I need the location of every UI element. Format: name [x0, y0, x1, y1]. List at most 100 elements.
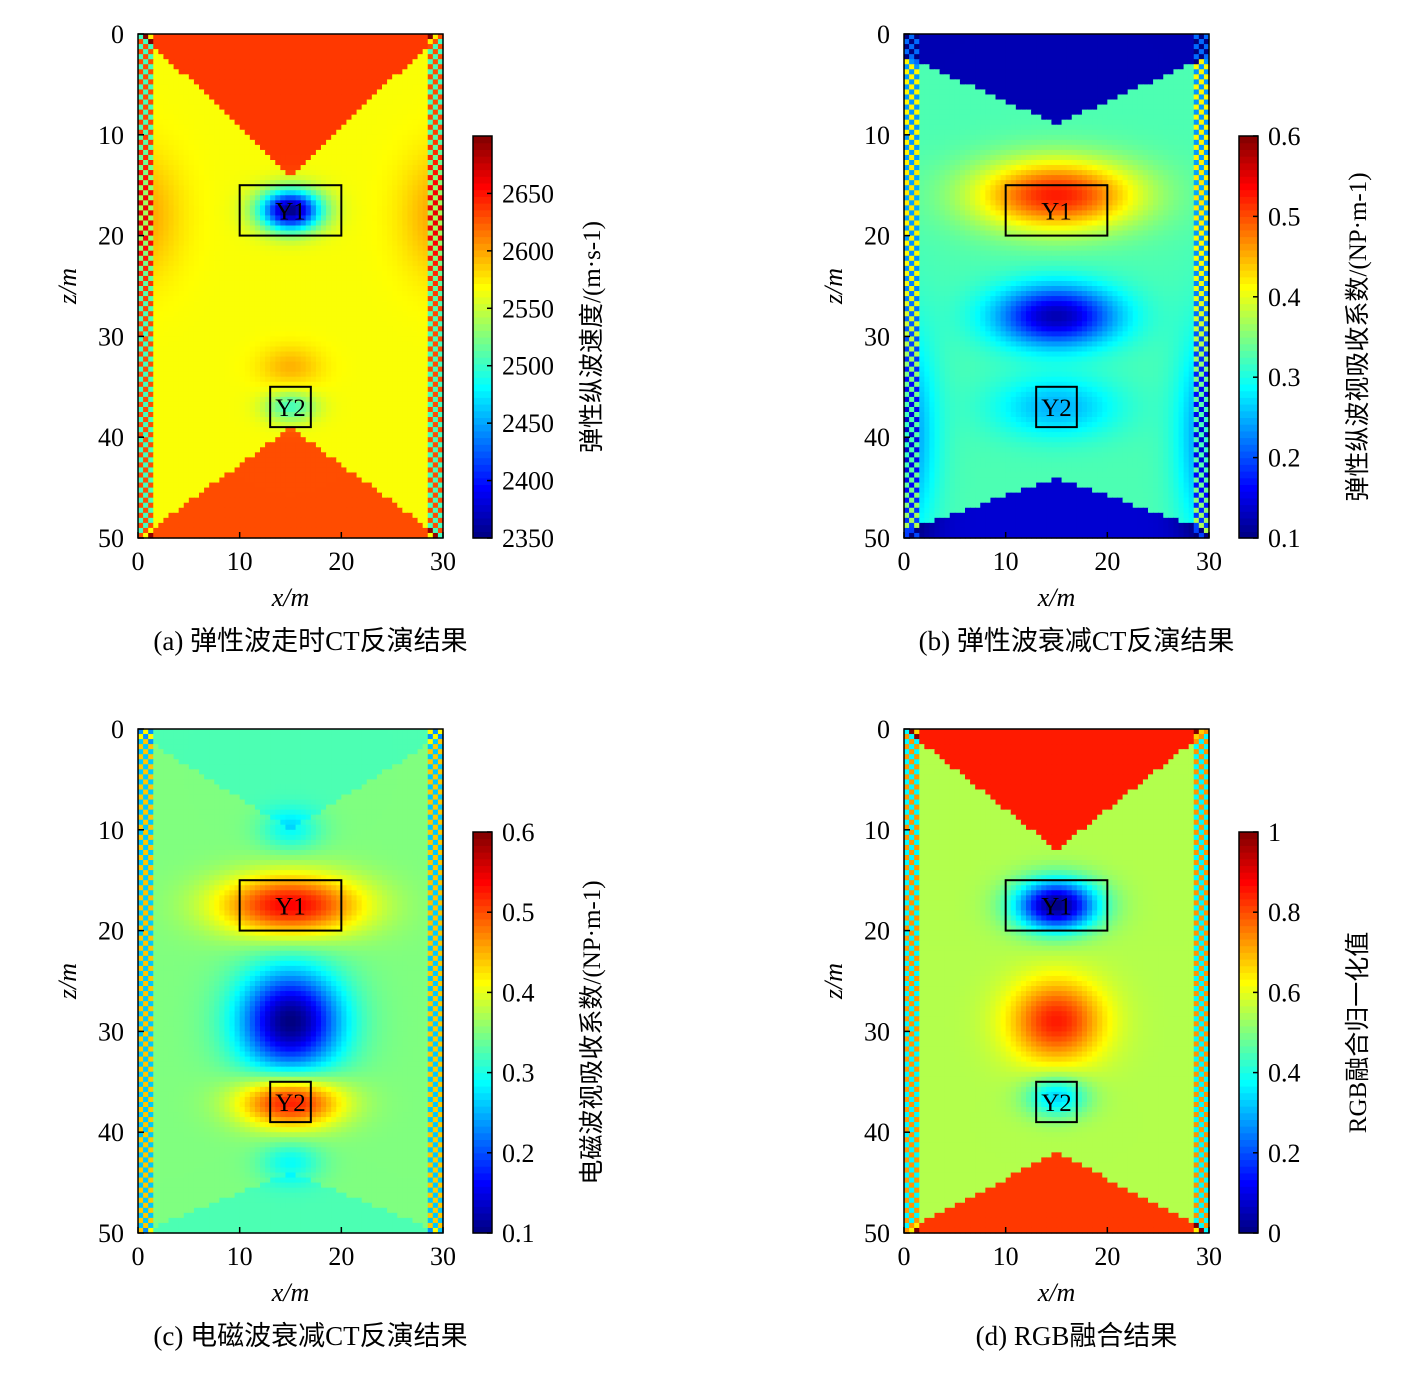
heatmap-cell — [265, 160, 271, 166]
heatmap-cell — [291, 145, 297, 151]
heatmap-cell — [428, 140, 434, 146]
heatmap-cell — [148, 74, 154, 80]
heatmap-cell — [296, 84, 302, 90]
heatmap-cell — [260, 49, 266, 55]
heatmap-cell — [402, 125, 408, 131]
heatmap-cell — [138, 94, 144, 100]
heatmap-cell — [367, 74, 373, 80]
heatmap-cell — [250, 69, 256, 75]
heatmap-cell — [311, 79, 317, 85]
heatmap-cell — [219, 39, 225, 45]
heatmap-cell — [387, 145, 393, 151]
heatmap-cell — [255, 130, 261, 136]
heatmap-cell — [153, 110, 159, 116]
heatmap-cell — [413, 79, 419, 85]
heatmap-cell — [413, 105, 419, 111]
heatmap-cell — [255, 115, 261, 121]
heatmap-cell — [306, 120, 312, 126]
heatmap-cell — [174, 145, 180, 151]
heatmap-cell — [433, 150, 439, 156]
heatmap-cell — [270, 84, 276, 90]
heatmap-cell — [418, 115, 424, 121]
heatmap-cell — [153, 105, 159, 111]
heatmap-cell — [158, 135, 164, 141]
heatmap-cell — [377, 74, 383, 80]
heatmap-cell — [245, 94, 251, 100]
heatmap-cell — [407, 145, 413, 151]
heatmap-cell — [336, 44, 342, 50]
heatmap-cell — [235, 79, 241, 85]
heatmap-cell — [199, 44, 205, 50]
heatmap-cell — [362, 155, 368, 161]
heatmap-cell — [387, 69, 393, 75]
heatmap-cell — [199, 110, 205, 116]
heatmap-cell — [291, 135, 297, 141]
heatmap-cell — [219, 125, 225, 131]
heatmap-cell — [377, 79, 383, 85]
heatmap-cell — [362, 125, 368, 131]
heatmap-cell — [367, 140, 373, 146]
heatmap-cell — [397, 130, 403, 136]
heatmap-cell — [158, 44, 164, 50]
heatmap-cell — [143, 140, 149, 146]
heatmap-cell — [382, 145, 388, 151]
heatmap-cell — [402, 64, 408, 70]
heatmap-cell — [194, 59, 200, 65]
heatmap-cell — [336, 130, 342, 136]
heatmap-cell — [143, 89, 149, 95]
heatmap-cell — [423, 125, 429, 131]
heatmap-cell — [296, 59, 302, 65]
heatmap-cell — [224, 94, 230, 100]
heatmap-cell — [291, 94, 297, 100]
heatmap-cell — [179, 115, 185, 121]
heatmap-cell — [224, 69, 230, 75]
heatmap-cell — [204, 115, 210, 121]
heatmap-cell — [219, 34, 225, 40]
heatmap-cell — [301, 130, 307, 136]
heatmap-cell — [214, 130, 220, 136]
heatmap-cell — [433, 54, 439, 60]
heatmap-cell — [189, 39, 195, 45]
heatmap-cell — [377, 110, 383, 116]
heatmap-cell — [184, 130, 190, 136]
heatmap-cell — [306, 130, 312, 136]
heatmap-cell — [382, 120, 388, 126]
heatmap-cell — [326, 155, 332, 161]
heatmap-cell — [204, 155, 210, 161]
heatmap-cell — [219, 89, 225, 95]
heatmap-cell — [260, 89, 266, 95]
heatmap-cell — [204, 59, 210, 65]
heatmap-cell — [245, 125, 251, 131]
heatmap-cell — [189, 54, 195, 60]
heatmap-cell — [265, 74, 271, 80]
heatmap-cell — [362, 64, 368, 70]
heatmap-cell — [341, 135, 347, 141]
heatmap-cell — [174, 34, 180, 40]
heatmap-cell — [346, 54, 352, 60]
heatmap-cell — [240, 59, 246, 65]
heatmap-cell — [138, 120, 144, 126]
heatmap-cell — [214, 59, 220, 65]
heatmap-cell — [296, 54, 302, 60]
heatmap-cell — [397, 115, 403, 121]
heatmap-cell — [255, 100, 261, 106]
heatmap-cell — [392, 39, 398, 45]
heatmap-cell — [189, 155, 195, 161]
heatmap-cell — [367, 34, 373, 40]
heatmap-cell — [433, 155, 439, 161]
heatmap-cell — [153, 64, 159, 70]
heatmap-cell — [301, 69, 307, 75]
heatmap-cell — [275, 54, 281, 60]
heatmap-cell — [316, 135, 322, 141]
heatmap-cell — [372, 115, 378, 121]
heatmap-cell — [311, 59, 317, 65]
heatmap-cell — [204, 64, 210, 70]
heatmap-cell — [260, 34, 266, 40]
heatmap-cell — [306, 89, 312, 95]
heatmap-cell — [387, 120, 393, 126]
heatmap-cell — [214, 64, 220, 70]
heatmap-cell — [240, 135, 246, 141]
heatmap-cell — [301, 160, 307, 166]
heatmap-cell — [189, 44, 195, 50]
heatmap-cell — [331, 100, 337, 106]
